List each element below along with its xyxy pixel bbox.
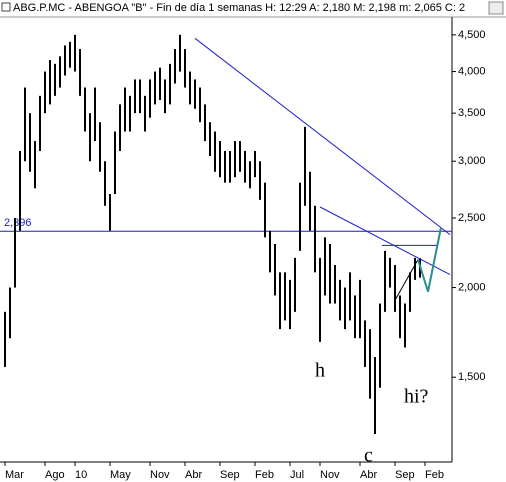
x-tick-label: Feb xyxy=(255,469,274,481)
y-tick-label: 3,000 xyxy=(458,155,486,167)
annotation: c xyxy=(364,445,373,467)
x-tick-label: Sep xyxy=(395,469,415,481)
reference-label: 2,396 xyxy=(4,217,32,229)
annotation: hi? xyxy=(404,386,429,408)
x-tick-label: Jul xyxy=(290,469,304,481)
y-tick-label: 4,500 xyxy=(458,29,486,41)
y-tick-label: 3,500 xyxy=(458,107,486,119)
y-tick-label: 4,000 xyxy=(458,65,486,77)
x-tick-label: Feb xyxy=(425,469,444,481)
x-tick-label: Sep xyxy=(220,469,240,481)
header-icon xyxy=(1,2,11,12)
x-tick-label: Nov xyxy=(320,469,340,481)
annotation: h xyxy=(315,360,325,382)
y-tick-label: 2,500 xyxy=(458,212,486,224)
x-tick-label: Mar xyxy=(5,469,24,481)
trendline xyxy=(417,227,442,292)
y-tick-label: 2,000 xyxy=(458,281,486,293)
chart-title: ABG.P.MC - ABENGOA "B" - Fin de día 1 se… xyxy=(13,2,465,14)
x-tick-label: Nov xyxy=(150,469,170,481)
trendline xyxy=(319,206,451,276)
x-tick-label: 10 xyxy=(75,469,87,481)
x-tick-label: Abr xyxy=(185,469,202,481)
trendline xyxy=(194,37,451,236)
x-tick-label: Ago xyxy=(45,469,65,481)
y-tick-label: 1,500 xyxy=(458,371,486,383)
x-tick-label: May xyxy=(110,469,131,481)
close-button[interactable] xyxy=(488,1,504,15)
x-tick-label: Abr xyxy=(360,469,377,481)
trendline xyxy=(394,259,419,301)
